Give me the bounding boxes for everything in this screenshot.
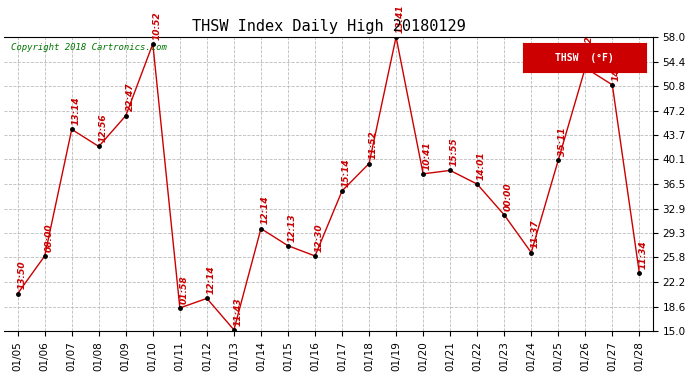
- Text: 12:14: 12:14: [261, 196, 270, 224]
- Title: THSW Index Daily High 20180129: THSW Index Daily High 20180129: [192, 20, 465, 34]
- Text: 35:11: 35:11: [558, 128, 567, 156]
- Text: 15:14: 15:14: [342, 158, 351, 187]
- Text: 14:01: 14:01: [477, 151, 486, 180]
- Text: 13:14: 13:14: [71, 96, 81, 125]
- Text: 12:13: 12:13: [288, 213, 297, 242]
- Text: 12:14: 12:14: [206, 266, 215, 294]
- Text: 11:37: 11:37: [531, 220, 540, 248]
- Text: Copyright 2018 Cartronics.com: Copyright 2018 Cartronics.com: [10, 43, 166, 52]
- Text: 00:00: 00:00: [504, 182, 513, 211]
- Text: 14:20: 14:20: [612, 52, 621, 81]
- Text: 11:43: 11:43: [234, 297, 243, 326]
- Text: 13:41: 13:41: [396, 4, 405, 33]
- Text: 22:47: 22:47: [126, 83, 135, 111]
- Text: 08:00: 08:00: [44, 223, 53, 252]
- Text: 12:56: 12:56: [99, 114, 108, 142]
- Text: 13:50: 13:50: [17, 261, 26, 290]
- Text: 12:30: 12:30: [315, 223, 324, 252]
- Text: 01:58: 01:58: [179, 275, 188, 304]
- Text: 10:52: 10:52: [152, 11, 161, 40]
- Text: 11:52: 11:52: [585, 35, 594, 64]
- Text: 15:55: 15:55: [450, 138, 459, 166]
- Text: 10:41: 10:41: [423, 141, 432, 170]
- Text: 11:52: 11:52: [368, 131, 377, 159]
- Text: 11:34: 11:34: [639, 240, 648, 269]
